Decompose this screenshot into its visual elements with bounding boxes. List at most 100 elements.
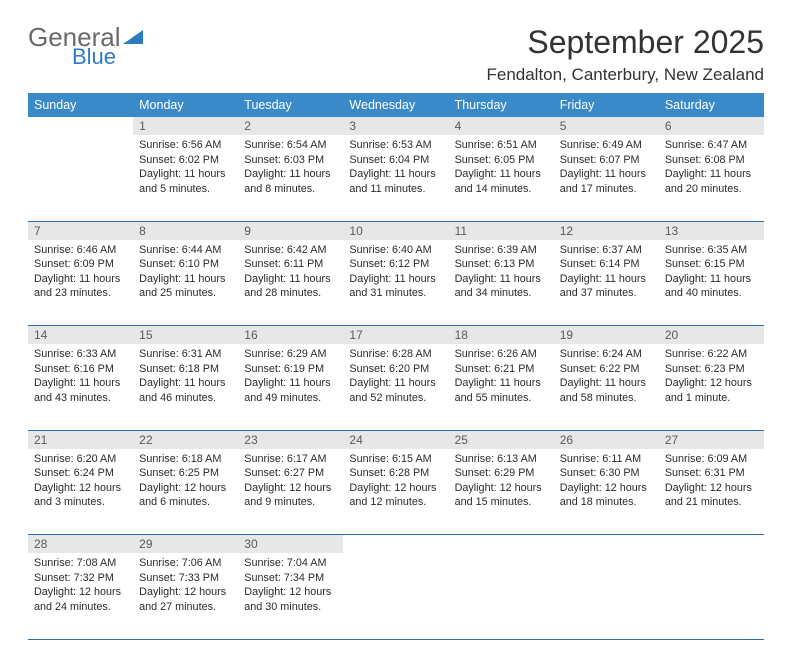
day-cell-content: Sunrise: 6:15 AMSunset: 6:28 PMDaylight:… xyxy=(343,449,448,514)
weekday-header: Monday xyxy=(133,93,238,117)
day-cell-content: Sunrise: 6:56 AMSunset: 6:02 PMDaylight:… xyxy=(133,135,238,200)
day-cell-content: Sunrise: 6:49 AMSunset: 6:07 PMDaylight:… xyxy=(554,135,659,200)
day-cell-content: Sunrise: 7:04 AMSunset: 7:34 PMDaylight:… xyxy=(238,553,343,618)
day-cell-content: Sunrise: 6:47 AMSunset: 6:08 PMDaylight:… xyxy=(659,135,764,200)
day-number-row: 123456 xyxy=(28,117,764,135)
day-body-row: Sunrise: 6:46 AMSunset: 6:09 PMDaylight:… xyxy=(28,240,764,326)
day-cell: Sunrise: 6:49 AMSunset: 6:07 PMDaylight:… xyxy=(554,135,659,221)
day-cell: Sunrise: 6:42 AMSunset: 6:11 PMDaylight:… xyxy=(238,240,343,326)
weekday-header: Saturday xyxy=(659,93,764,117)
day-number-cell xyxy=(659,535,764,554)
day-cell-content: Sunrise: 6:35 AMSunset: 6:15 PMDaylight:… xyxy=(659,240,764,305)
day-cell: Sunrise: 6:33 AMSunset: 6:16 PMDaylight:… xyxy=(28,344,133,430)
day-cell: Sunrise: 6:46 AMSunset: 6:09 PMDaylight:… xyxy=(28,240,133,326)
day-cell: Sunrise: 6:24 AMSunset: 6:22 PMDaylight:… xyxy=(554,344,659,430)
day-cell: Sunrise: 6:29 AMSunset: 6:19 PMDaylight:… xyxy=(238,344,343,430)
day-cell-content: Sunrise: 6:37 AMSunset: 6:14 PMDaylight:… xyxy=(554,240,659,305)
day-body-row: Sunrise: 6:20 AMSunset: 6:24 PMDaylight:… xyxy=(28,449,764,535)
day-cell: Sunrise: 6:54 AMSunset: 6:03 PMDaylight:… xyxy=(238,135,343,221)
day-cell-content: Sunrise: 6:28 AMSunset: 6:20 PMDaylight:… xyxy=(343,344,448,409)
logo: General Blue xyxy=(28,24,145,68)
day-number-cell: 11 xyxy=(449,221,554,240)
day-number-cell: 4 xyxy=(449,117,554,135)
day-cell-content: Sunrise: 6:54 AMSunset: 6:03 PMDaylight:… xyxy=(238,135,343,200)
day-cell-content: Sunrise: 6:13 AMSunset: 6:29 PMDaylight:… xyxy=(449,449,554,514)
day-cell-content: Sunrise: 6:22 AMSunset: 6:23 PMDaylight:… xyxy=(659,344,764,409)
day-cell: Sunrise: 6:18 AMSunset: 6:25 PMDaylight:… xyxy=(133,449,238,535)
weekday-header: Wednesday xyxy=(343,93,448,117)
day-number-cell: 12 xyxy=(554,221,659,240)
day-number-cell: 18 xyxy=(449,326,554,345)
day-number-cell: 1 xyxy=(133,117,238,135)
day-number-cell: 20 xyxy=(659,326,764,345)
day-cell xyxy=(343,553,448,639)
day-number-cell: 10 xyxy=(343,221,448,240)
day-cell: Sunrise: 6:51 AMSunset: 6:05 PMDaylight:… xyxy=(449,135,554,221)
day-cell-content: Sunrise: 6:18 AMSunset: 6:25 PMDaylight:… xyxy=(133,449,238,514)
day-cell-content: Sunrise: 6:44 AMSunset: 6:10 PMDaylight:… xyxy=(133,240,238,305)
day-number-cell: 22 xyxy=(133,430,238,449)
day-number-cell: 15 xyxy=(133,326,238,345)
weekday-header-row: SundayMondayTuesdayWednesdayThursdayFrid… xyxy=(28,93,764,117)
day-cell: Sunrise: 7:08 AMSunset: 7:32 PMDaylight:… xyxy=(28,553,133,639)
day-body-row: Sunrise: 6:33 AMSunset: 6:16 PMDaylight:… xyxy=(28,344,764,430)
day-cell xyxy=(659,553,764,639)
day-number-row: 14151617181920 xyxy=(28,326,764,345)
day-cell-content: Sunrise: 6:11 AMSunset: 6:30 PMDaylight:… xyxy=(554,449,659,514)
day-number-cell xyxy=(28,117,133,135)
day-number-cell: 19 xyxy=(554,326,659,345)
day-cell: Sunrise: 6:37 AMSunset: 6:14 PMDaylight:… xyxy=(554,240,659,326)
day-number-cell xyxy=(343,535,448,554)
day-number-cell: 14 xyxy=(28,326,133,345)
day-cell: Sunrise: 6:47 AMSunset: 6:08 PMDaylight:… xyxy=(659,135,764,221)
day-cell: Sunrise: 6:35 AMSunset: 6:15 PMDaylight:… xyxy=(659,240,764,326)
day-cell: Sunrise: 6:44 AMSunset: 6:10 PMDaylight:… xyxy=(133,240,238,326)
calendar-table: SundayMondayTuesdayWednesdayThursdayFrid… xyxy=(28,93,764,640)
weekday-header: Friday xyxy=(554,93,659,117)
day-number-cell: 27 xyxy=(659,430,764,449)
day-cell-content: Sunrise: 6:46 AMSunset: 6:09 PMDaylight:… xyxy=(28,240,133,305)
day-cell-content: Sunrise: 6:26 AMSunset: 6:21 PMDaylight:… xyxy=(449,344,554,409)
header: General Blue September 2025 Fendalton, C… xyxy=(28,24,764,85)
day-cell: Sunrise: 7:06 AMSunset: 7:33 PMDaylight:… xyxy=(133,553,238,639)
day-cell-content: Sunrise: 6:09 AMSunset: 6:31 PMDaylight:… xyxy=(659,449,764,514)
day-cell xyxy=(554,553,659,639)
day-cell-content: Sunrise: 6:42 AMSunset: 6:11 PMDaylight:… xyxy=(238,240,343,305)
day-number-cell: 29 xyxy=(133,535,238,554)
day-number-cell xyxy=(449,535,554,554)
day-cell: Sunrise: 6:17 AMSunset: 6:27 PMDaylight:… xyxy=(238,449,343,535)
day-number-cell: 25 xyxy=(449,430,554,449)
page-title: September 2025 xyxy=(486,24,764,61)
day-number-cell: 8 xyxy=(133,221,238,240)
day-cell-content: Sunrise: 6:39 AMSunset: 6:13 PMDaylight:… xyxy=(449,240,554,305)
day-body-row: Sunrise: 6:56 AMSunset: 6:02 PMDaylight:… xyxy=(28,135,764,221)
day-number-cell: 3 xyxy=(343,117,448,135)
day-number-row: 78910111213 xyxy=(28,221,764,240)
page-subtitle: Fendalton, Canterbury, New Zealand xyxy=(486,65,764,85)
logo-text-2: Blue xyxy=(72,46,145,68)
weekday-header: Sunday xyxy=(28,93,133,117)
day-cell-content: Sunrise: 6:20 AMSunset: 6:24 PMDaylight:… xyxy=(28,449,133,514)
day-number-cell: 23 xyxy=(238,430,343,449)
day-number-row: 282930 xyxy=(28,535,764,554)
day-cell: Sunrise: 6:20 AMSunset: 6:24 PMDaylight:… xyxy=(28,449,133,535)
day-number-cell: 26 xyxy=(554,430,659,449)
day-number-cell: 5 xyxy=(554,117,659,135)
day-number-cell: 17 xyxy=(343,326,448,345)
weekday-header: Thursday xyxy=(449,93,554,117)
day-number-cell xyxy=(554,535,659,554)
day-body-row: Sunrise: 7:08 AMSunset: 7:32 PMDaylight:… xyxy=(28,553,764,639)
day-cell: Sunrise: 6:31 AMSunset: 6:18 PMDaylight:… xyxy=(133,344,238,430)
day-cell: Sunrise: 6:56 AMSunset: 6:02 PMDaylight:… xyxy=(133,135,238,221)
day-cell: Sunrise: 6:40 AMSunset: 6:12 PMDaylight:… xyxy=(343,240,448,326)
weekday-header: Tuesday xyxy=(238,93,343,117)
day-number-cell: 30 xyxy=(238,535,343,554)
day-cell-content: Sunrise: 7:08 AMSunset: 7:32 PMDaylight:… xyxy=(28,553,133,618)
day-number-cell: 6 xyxy=(659,117,764,135)
day-cell: Sunrise: 6:39 AMSunset: 6:13 PMDaylight:… xyxy=(449,240,554,326)
day-number-cell: 16 xyxy=(238,326,343,345)
day-cell: Sunrise: 7:04 AMSunset: 7:34 PMDaylight:… xyxy=(238,553,343,639)
day-cell-content: Sunrise: 6:51 AMSunset: 6:05 PMDaylight:… xyxy=(449,135,554,200)
day-number-cell: 9 xyxy=(238,221,343,240)
day-cell: Sunrise: 6:13 AMSunset: 6:29 PMDaylight:… xyxy=(449,449,554,535)
